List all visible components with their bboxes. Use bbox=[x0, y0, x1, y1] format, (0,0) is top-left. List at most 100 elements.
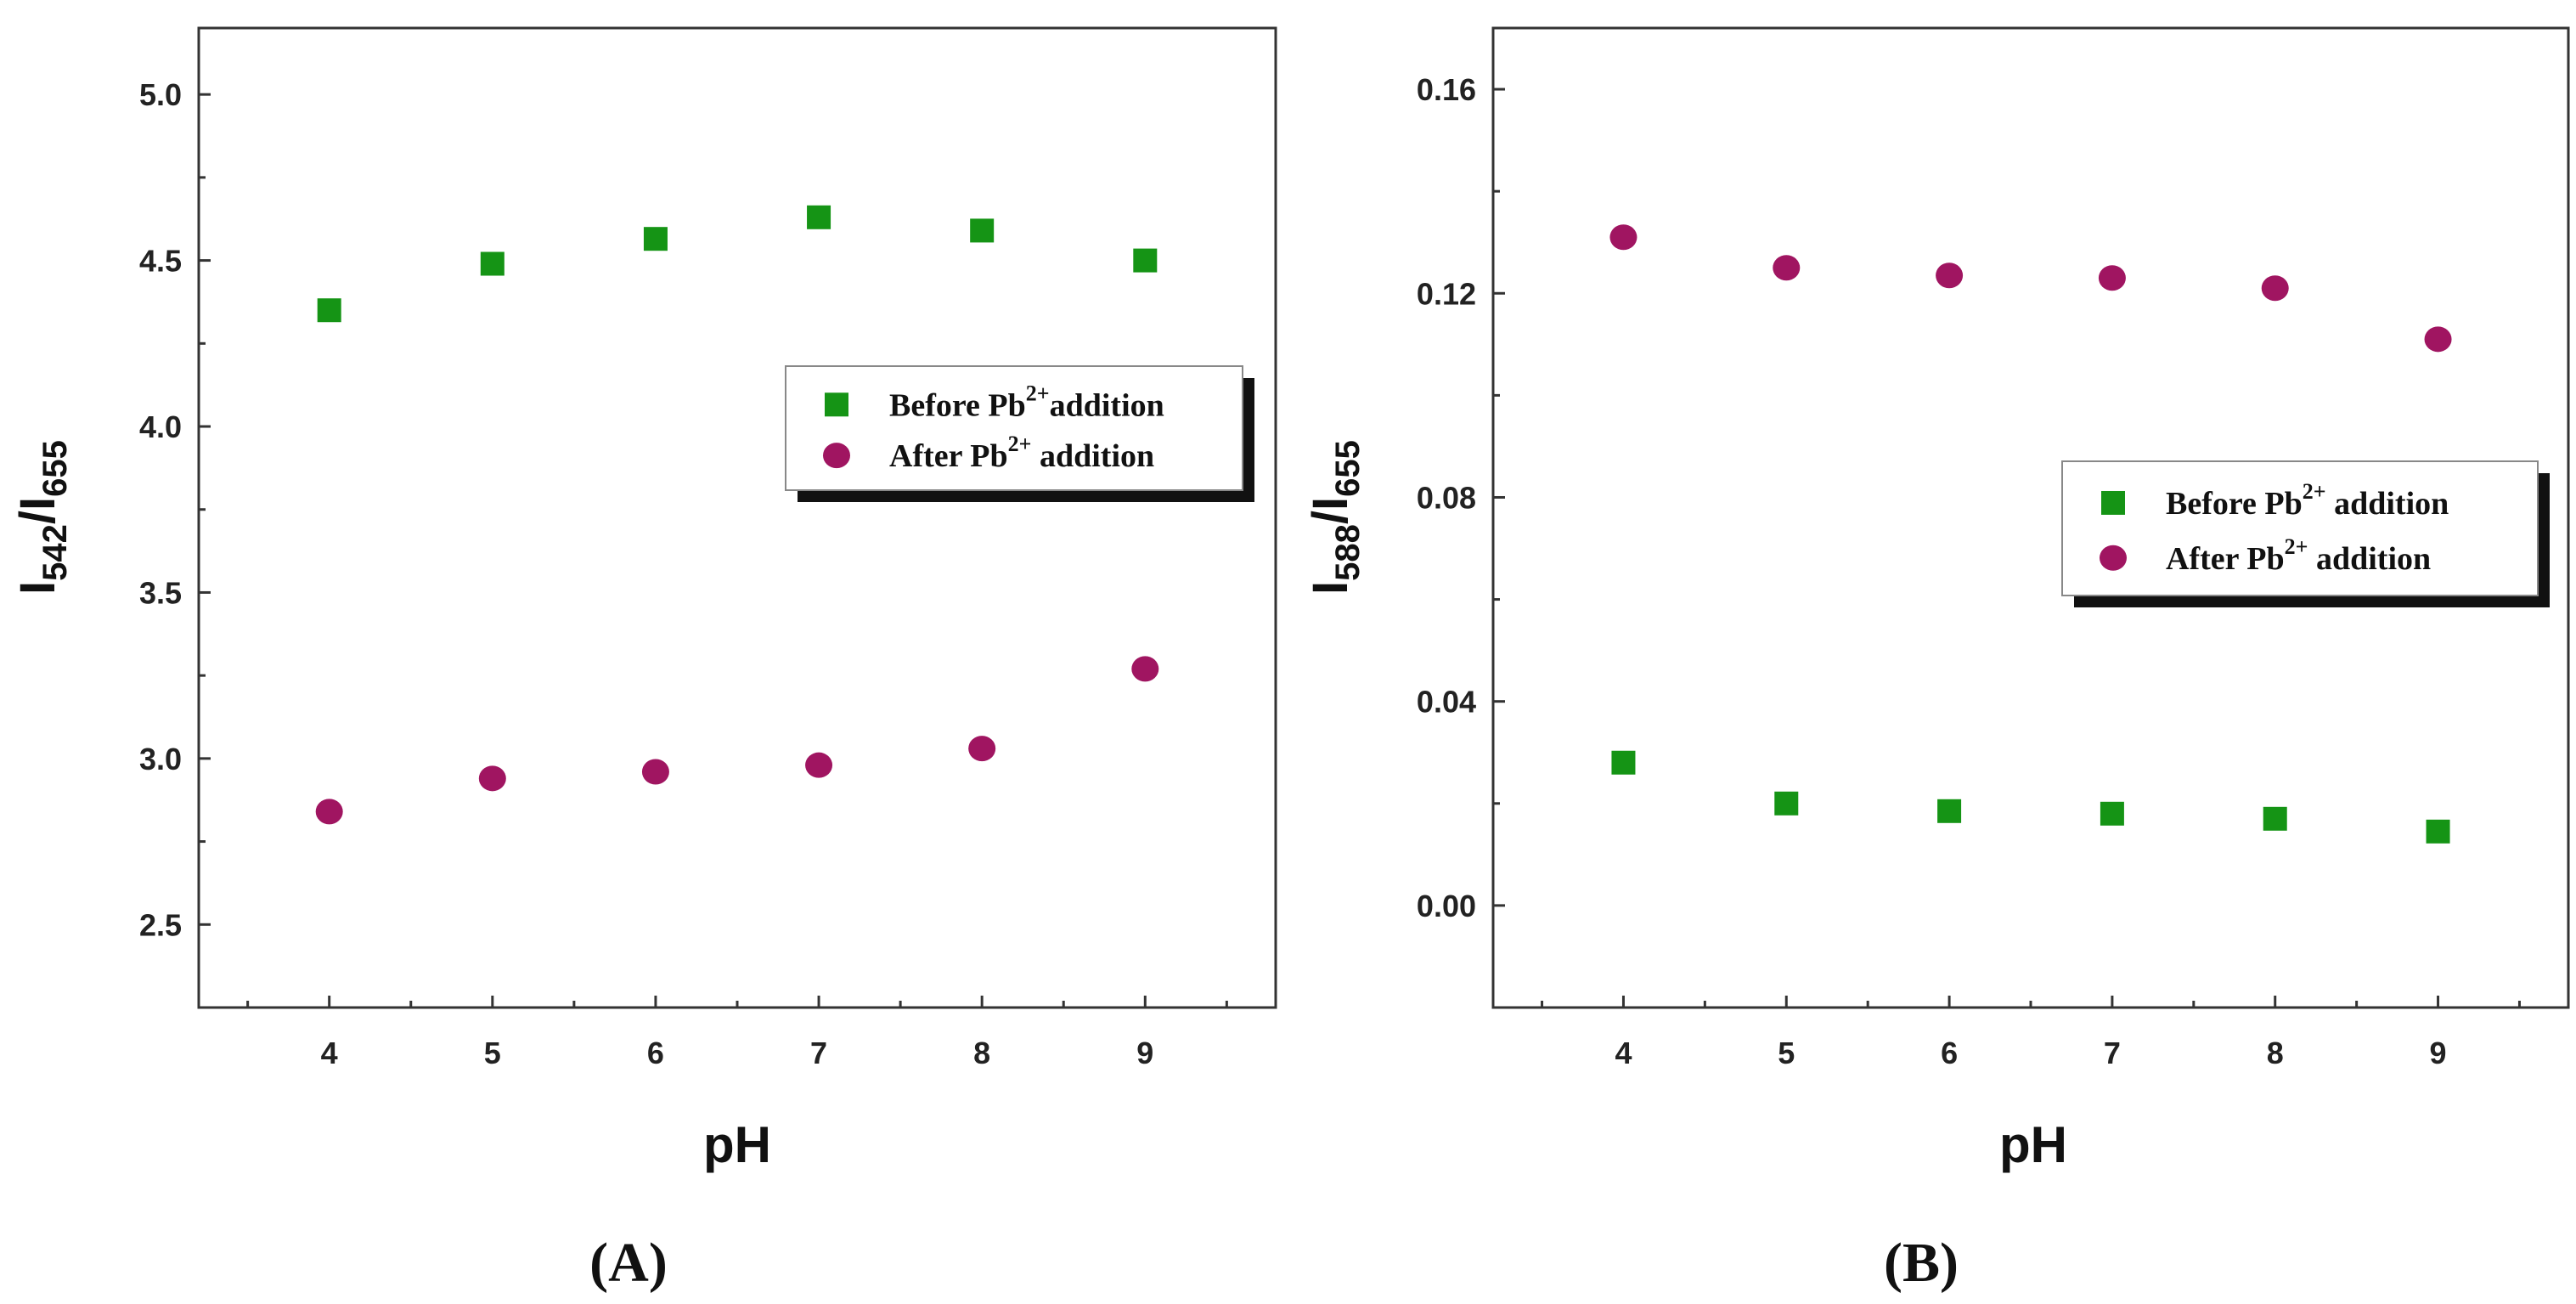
y-tick-label: 5.0 bbox=[139, 77, 182, 112]
x-axis-title: pH bbox=[703, 1116, 771, 1173]
y-tick-label: 4.5 bbox=[139, 244, 182, 279]
data-point-square bbox=[317, 298, 341, 323]
panel-label-paren: ( bbox=[589, 1232, 608, 1294]
legend-label: After Pb2+ addition bbox=[2166, 534, 2431, 577]
y-axis-title-part: / bbox=[10, 511, 65, 524]
x-tick-label: 6 bbox=[1941, 1036, 1958, 1070]
legend-label-text: addition bbox=[2326, 486, 2449, 522]
x-tick-label: 8 bbox=[973, 1036, 990, 1070]
chart-panel-b: 0.000.040.080.120.164 5 6 7 8 9pHI588/I655Bef… bbox=[1303, 26, 2570, 1294]
panel-label-letter: B bbox=[1902, 1232, 1940, 1294]
chart-panel-a: 2.53.03.54.04.55.04 5 6 7 8 9pHI542/I655Befor… bbox=[10, 26, 1277, 1294]
data-point-circle bbox=[2424, 326, 2452, 353]
x-axis-title: pH bbox=[1999, 1116, 2067, 1173]
y-tick-label: 0.16 bbox=[1417, 72, 1476, 107]
plot-frame bbox=[197, 26, 1277, 1009]
legend-label-superscript: 2+ bbox=[1026, 381, 1050, 405]
y-tick-label: 3.5 bbox=[139, 575, 182, 610]
data-point-square bbox=[1133, 248, 1158, 273]
series-before bbox=[1611, 750, 2450, 844]
legend-label-text: Before Pb bbox=[2166, 486, 2303, 522]
x-tick-label: 6 bbox=[647, 1036, 664, 1070]
x-tick-label: 7 bbox=[2104, 1036, 2121, 1070]
panel-label-paren: ) bbox=[649, 1232, 668, 1294]
data-point-circle bbox=[315, 799, 343, 825]
legend-label-superscript: 2+ bbox=[2303, 479, 2326, 504]
x-tick-label: 7 bbox=[810, 1036, 827, 1070]
y-tick-label: 0.00 bbox=[1417, 889, 1476, 923]
data-point-circle bbox=[2098, 265, 2126, 291]
data-point-circle bbox=[478, 765, 506, 792]
y-tick-label: 4.0 bbox=[139, 409, 182, 444]
y-tick-label: 2.5 bbox=[139, 907, 182, 942]
y-tick-label: 0.08 bbox=[1417, 480, 1476, 515]
legend-label: Before Pb2+addition bbox=[889, 381, 1164, 423]
data-point-square bbox=[1611, 750, 1636, 775]
y-axis-title-part: I bbox=[10, 581, 65, 595]
y-axis-title-part: / bbox=[1303, 511, 1358, 524]
x-tick-label: 8 bbox=[2267, 1036, 2284, 1070]
legend-marker-square bbox=[825, 392, 848, 417]
x-tick-label: 5 bbox=[1778, 1036, 1795, 1070]
data-point-square bbox=[1774, 791, 1799, 816]
series-after bbox=[1609, 224, 2452, 353]
data-point-circle bbox=[1131, 656, 1159, 682]
legend-label-text: addition bbox=[1050, 387, 1164, 423]
data-point-circle bbox=[641, 759, 669, 785]
y-axis-title: I588/I655 bbox=[1303, 440, 1367, 595]
data-point-square bbox=[2100, 801, 2124, 826]
y-tick-label: 0.12 bbox=[1417, 276, 1476, 311]
panel-label: (A) bbox=[589, 1232, 668, 1294]
legend-box bbox=[2061, 460, 2539, 596]
legend-label-text: Before Pb bbox=[889, 387, 1026, 423]
y-axis-title-subscript: 588 bbox=[1329, 524, 1367, 581]
data-point-circle bbox=[2261, 275, 2289, 302]
panel-label-letter: A bbox=[608, 1232, 649, 1294]
legend-marker-circle bbox=[2100, 545, 2127, 571]
data-point-circle bbox=[968, 736, 996, 762]
series-before bbox=[317, 205, 1158, 323]
legend-label-text: addition bbox=[2308, 541, 2431, 577]
y-axis-title: I542/I655 bbox=[10, 440, 74, 595]
y-tick-label: 3.0 bbox=[139, 742, 182, 776]
data-point-circle bbox=[1936, 262, 1964, 289]
y-axis-title-subscript: 655 bbox=[1329, 440, 1367, 497]
x-tick-label: 5 bbox=[484, 1036, 501, 1070]
data-point-circle bbox=[1773, 255, 1801, 281]
legend-label-text: addition bbox=[1031, 438, 1154, 474]
data-point-square bbox=[970, 218, 995, 243]
legend-label-superscript: 2+ bbox=[2285, 534, 2308, 559]
x-tick-label: 4 bbox=[1615, 1036, 1632, 1070]
data-point-circle bbox=[1609, 224, 1637, 251]
y-axis-title-part: I bbox=[1303, 581, 1358, 595]
data-point-circle bbox=[805, 752, 833, 778]
y-axis-title-part: I bbox=[10, 497, 65, 511]
x-tick-label: 4 bbox=[321, 1036, 338, 1070]
legend-marker-square bbox=[2101, 490, 2125, 515]
data-point-square bbox=[807, 205, 831, 229]
y-axis-title-subscript: 542 bbox=[37, 524, 74, 581]
data-point-square bbox=[643, 227, 668, 251]
data-point-square bbox=[480, 251, 504, 276]
series-after bbox=[315, 656, 1159, 825]
y-axis-title-subscript: 655 bbox=[37, 440, 74, 497]
data-point-square bbox=[1937, 799, 1962, 823]
panel-label: (B) bbox=[1884, 1232, 1959, 1294]
x-tick-label: 9 bbox=[2430, 1036, 2447, 1070]
legend-box bbox=[785, 365, 1243, 491]
panel-label-paren: ) bbox=[1940, 1232, 1959, 1294]
legend-marker-circle bbox=[823, 443, 850, 469]
legend-label-superscript: 2+ bbox=[1008, 432, 1032, 456]
legend-label: Before Pb2+ addition bbox=[2166, 479, 2449, 522]
x-tick-label: 9 bbox=[1136, 1036, 1153, 1070]
data-point-square bbox=[2426, 819, 2450, 844]
data-point-square bbox=[2263, 806, 2287, 831]
panel-label-paren: ( bbox=[1884, 1232, 1902, 1294]
legend-label: After Pb2+ addition bbox=[889, 432, 1154, 474]
legend-label-text: After Pb bbox=[889, 438, 1008, 474]
legend-label-text: After Pb bbox=[2166, 541, 2285, 577]
y-axis-title-part: I bbox=[1303, 497, 1358, 511]
y-tick-label: 0.04 bbox=[1417, 685, 1476, 720]
